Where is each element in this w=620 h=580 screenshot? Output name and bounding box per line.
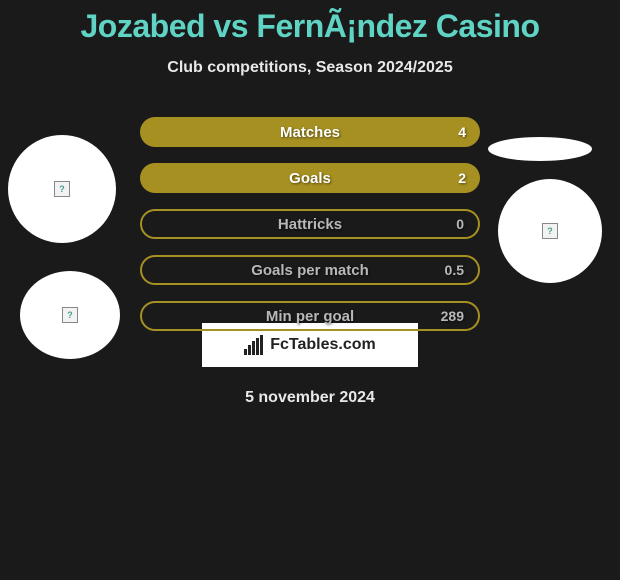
placeholder-icon: ? [54, 181, 70, 197]
stat-pill: Matches 4 [140, 117, 480, 147]
stat-value: 2 [458, 170, 466, 186]
stat-label: Hattricks [278, 216, 342, 233]
stat-label: Min per goal [266, 308, 354, 325]
player-circle: ? [20, 271, 120, 359]
stat-value: 289 [441, 308, 464, 324]
decorative-ellipse [488, 137, 592, 161]
stat-value: 0 [456, 216, 464, 232]
stat-pills: Matches 4 Goals 2 Hattricks 0 Goals per … [140, 117, 480, 347]
brand-chart-icon [244, 335, 266, 355]
stat-pill: Goals 2 [140, 163, 480, 193]
placeholder-icon: ? [62, 307, 78, 323]
player-circle: ? [8, 135, 116, 243]
placeholder-icon: ? [542, 223, 558, 239]
stat-pill: Min per goal 289 [140, 301, 480, 331]
player-circle: ? [498, 179, 602, 283]
subtitle: Club competitions, Season 2024/2025 [0, 59, 620, 77]
stat-pill: Hattricks 0 [140, 209, 480, 239]
stat-label: Goals per match [251, 262, 369, 279]
page-title: Jozabed vs FernÃ¡ndez Casino [0, 0, 620, 45]
date-text: 5 november 2024 [0, 389, 620, 407]
stat-label: Matches [280, 124, 340, 141]
stat-pill: Goals per match 0.5 [140, 255, 480, 285]
stat-value: 0.5 [445, 262, 464, 278]
stat-label: Goals [289, 170, 331, 187]
stat-value: 4 [458, 124, 466, 140]
